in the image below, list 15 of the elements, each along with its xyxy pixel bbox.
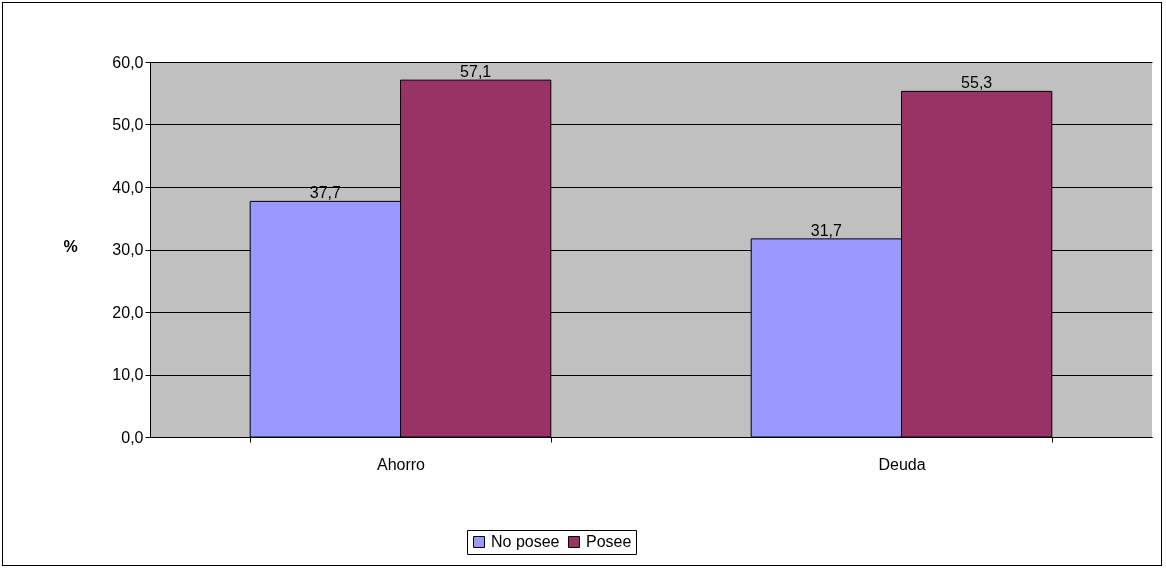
x-tick-label: Ahorro xyxy=(376,455,426,473)
y-axis-title: % xyxy=(63,237,78,255)
legend-label: Posee xyxy=(586,533,632,550)
data-label: 31,7 xyxy=(810,221,843,239)
x-tick-label: Deuda xyxy=(878,455,926,473)
y-tick-label: 20,0 xyxy=(112,303,144,321)
y-tick-label: 60,0 xyxy=(112,53,144,71)
legend-label: No posee xyxy=(491,533,560,550)
data-label: 55,3 xyxy=(961,74,993,92)
y-tick-label: 30,0 xyxy=(112,241,144,258)
y-tick-label: 50,0 xyxy=(112,116,144,133)
y-tick-label: 10,0 xyxy=(112,366,144,383)
y-tick-label: 40,0 xyxy=(112,178,144,196)
data-label: 57,1 xyxy=(460,63,492,81)
y-tick-label: 0,0 xyxy=(121,428,144,446)
